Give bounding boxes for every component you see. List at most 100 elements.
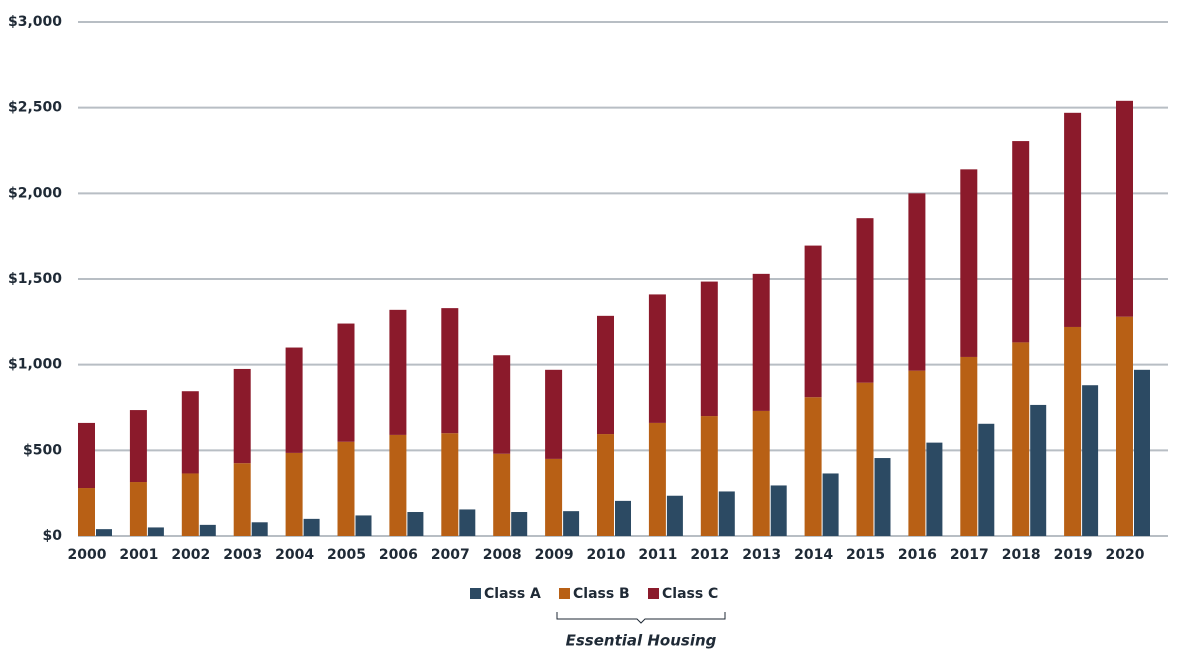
bar-segment (908, 370, 926, 536)
x-tick-label: 2017 (950, 547, 989, 563)
legend-label: Class A (484, 586, 541, 602)
bar-segment (960, 169, 978, 357)
bar-segment (129, 482, 147, 536)
bar-segment (493, 453, 511, 536)
bar-segment (1116, 100, 1133, 317)
bar-segment (78, 488, 95, 536)
x-tick-label: 2009 (535, 547, 574, 563)
bar-segment (960, 356, 978, 536)
bar (407, 512, 424, 536)
bar-segment (804, 245, 822, 398)
bar-segment (441, 308, 459, 434)
x-tick-label: 2003 (223, 547, 262, 563)
bar-segment (337, 323, 355, 442)
x-tick-label: 2004 (275, 547, 314, 563)
x-tick-label: 2012 (690, 547, 729, 563)
x-tick-label: 2015 (846, 547, 885, 563)
bar-segment (1012, 342, 1030, 536)
bar-segment (233, 368, 251, 464)
bar (822, 473, 839, 536)
bar (1134, 369, 1150, 536)
bar-segment (1064, 326, 1082, 536)
bar-segment (752, 273, 770, 411)
bar-segment (181, 391, 199, 474)
bar-segment (856, 382, 874, 536)
bar-segment (804, 397, 822, 536)
bar (718, 491, 735, 536)
bar-segment (752, 410, 770, 536)
y-tick-label: $2,000 (8, 185, 62, 201)
y-tick-label: $3,000 (8, 14, 62, 30)
annotation: Essential Housing (566, 632, 717, 650)
bar (147, 527, 164, 536)
y-tick-label: $1,000 (8, 357, 62, 373)
bar (666, 495, 683, 536)
x-tick-label: 2010 (587, 547, 626, 563)
x-tick-label: 2014 (794, 547, 833, 563)
x-tick-label: 2002 (171, 547, 210, 563)
legend-label: Class B (573, 586, 630, 602)
bar (96, 529, 112, 536)
bar (251, 522, 268, 536)
bar-segment (285, 452, 303, 536)
x-tick-label: 2006 (379, 547, 418, 563)
bar-segment (441, 433, 459, 536)
bar-segment (389, 309, 407, 435)
x-tick-label: 2005 (327, 547, 366, 563)
x-tick-label: 2020 (1106, 547, 1145, 563)
bar-segment (648, 422, 666, 536)
legend-swatch (559, 588, 570, 599)
bar-segment (78, 422, 95, 489)
bar-segment (1064, 112, 1082, 327)
x-tick-label: 2007 (431, 547, 470, 563)
bar-segment (181, 473, 199, 536)
bar-segment (493, 355, 511, 454)
x-tick-label: 2016 (898, 547, 937, 563)
legend-swatch (470, 588, 481, 599)
legend-swatch (648, 588, 659, 599)
bar-segment (389, 434, 407, 536)
x-tick-label: 2019 (1054, 547, 1093, 563)
y-tick-label: $500 (23, 442, 62, 458)
y-tick-label: $2,500 (8, 100, 62, 116)
bar (874, 458, 891, 536)
bar (926, 442, 943, 536)
x-tick-label: 2000 (68, 547, 107, 563)
x-tick-label: 2008 (483, 547, 522, 563)
bar-segment (597, 434, 614, 536)
x-tick-label: 2018 (1002, 547, 1041, 563)
legend-label: Class C (662, 586, 718, 602)
x-tick-label: 2001 (119, 547, 158, 563)
bar (511, 512, 528, 536)
bar (1030, 404, 1047, 536)
bar-segment (700, 416, 718, 536)
bar-segment (285, 347, 303, 453)
bar-segment (1012, 141, 1030, 343)
y-tick-label: $1,500 (8, 271, 62, 287)
bar (459, 509, 476, 536)
bar-segment (337, 441, 355, 536)
bar-segment (233, 463, 251, 536)
bar-segment (856, 218, 874, 383)
y-tick-label: $0 (43, 528, 63, 544)
bar (355, 515, 372, 536)
bar (615, 500, 631, 536)
bar-segment (545, 369, 563, 459)
x-tick-label: 2013 (742, 547, 781, 563)
bar (563, 511, 580, 536)
bar-segment (545, 458, 563, 536)
bar-segment (648, 294, 666, 423)
bar (770, 485, 787, 536)
x-tick-label: 2011 (638, 547, 677, 563)
bar-segment (129, 410, 147, 483)
bar-segment (1116, 316, 1133, 536)
bar (199, 524, 216, 536)
bar-segment (597, 315, 614, 435)
bar (978, 423, 995, 536)
bar-segment (908, 193, 926, 371)
bracket (556, 612, 726, 624)
bar-segment (700, 281, 718, 417)
bar (1082, 385, 1099, 536)
bar (303, 518, 320, 536)
